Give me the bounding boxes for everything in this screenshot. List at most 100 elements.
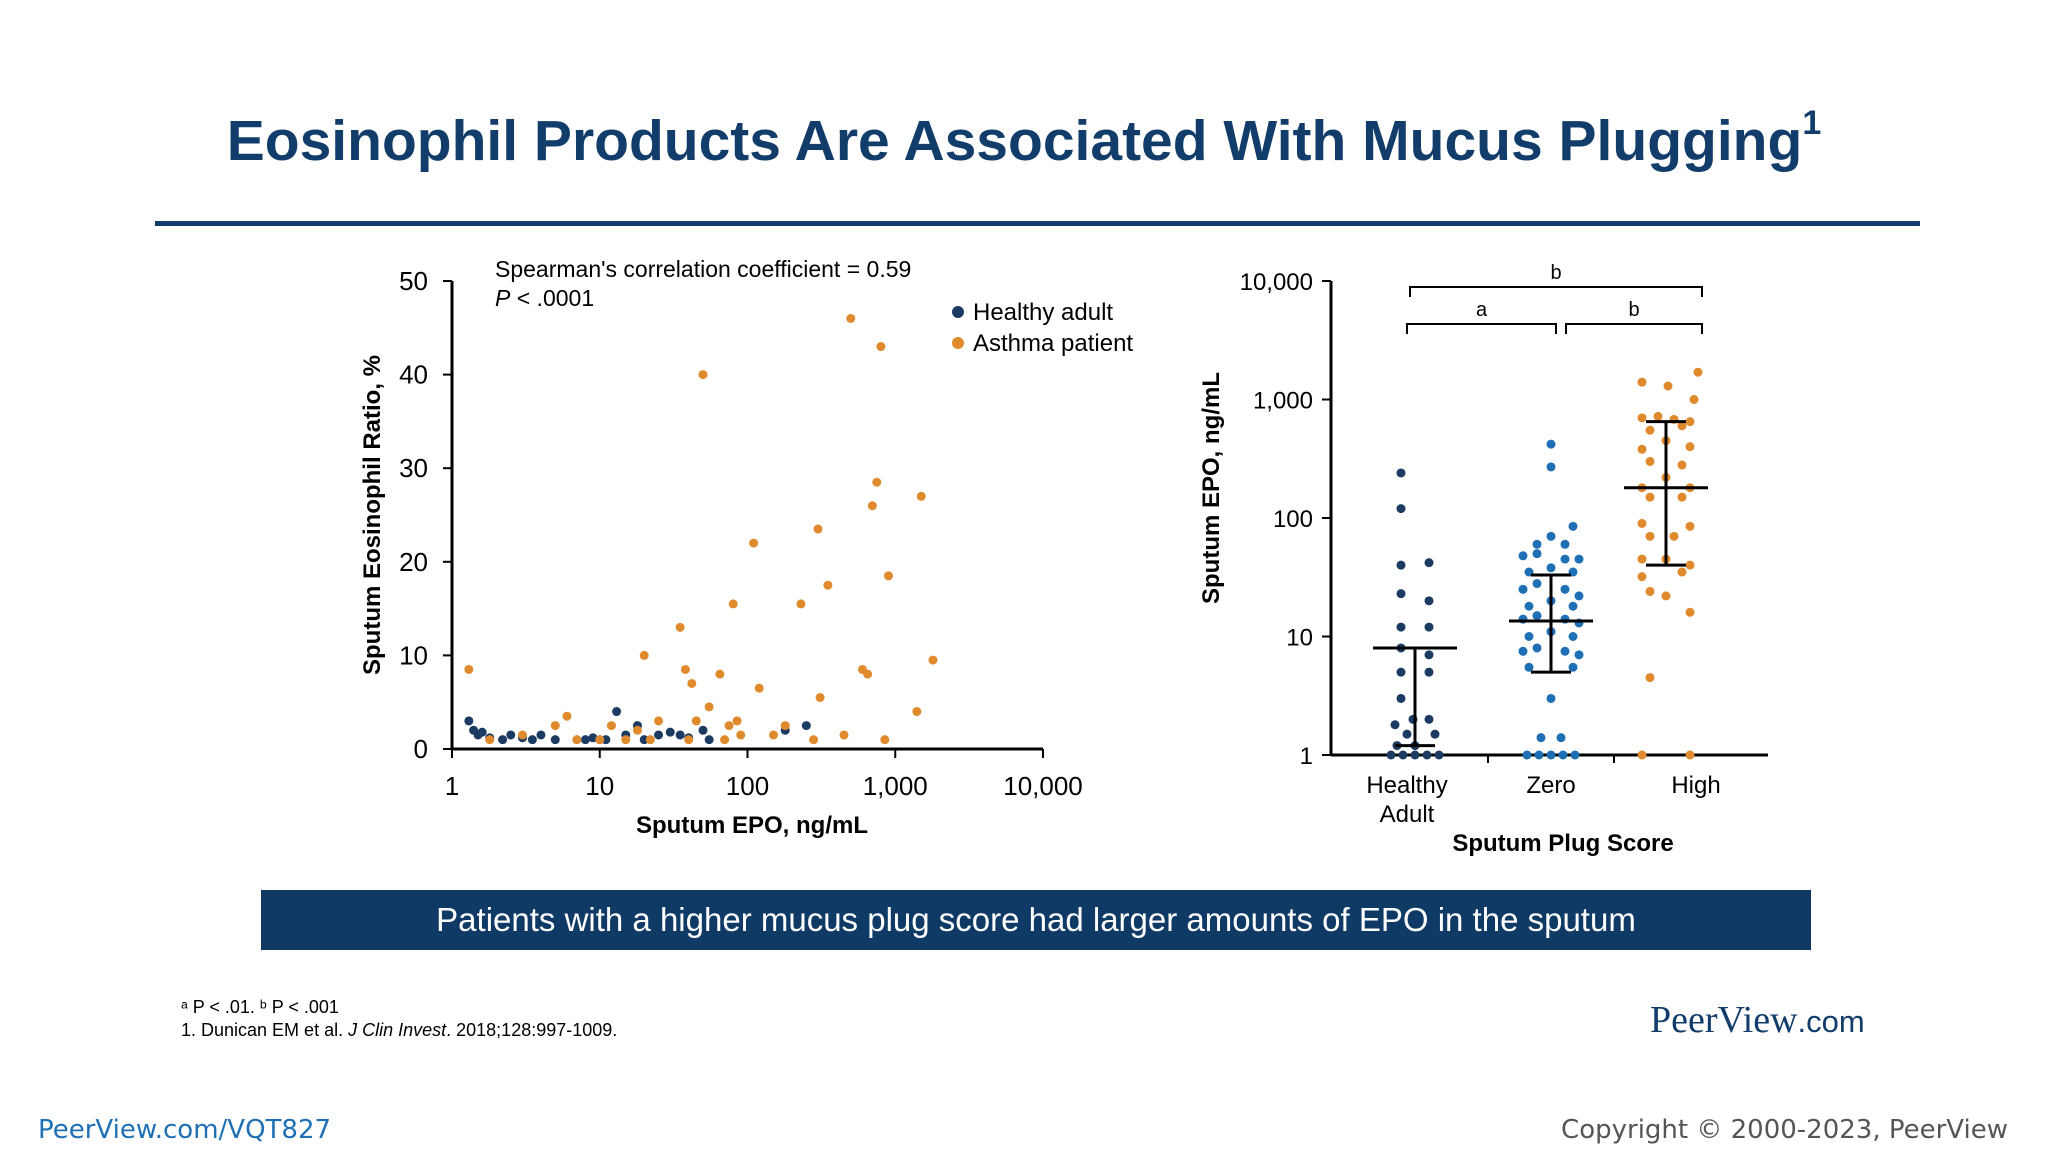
asthma-point bbox=[704, 702, 714, 712]
asthma-point bbox=[928, 655, 938, 665]
asthma-point bbox=[654, 716, 664, 726]
group-point-zero bbox=[1546, 750, 1556, 760]
category-label-line: Adult bbox=[1380, 801, 1435, 828]
reference-details: . 2018;128:997-1009. bbox=[446, 1020, 618, 1040]
group-point-healthy-adult bbox=[1396, 504, 1406, 514]
right-y-tick-label: 1 bbox=[1300, 743, 1313, 770]
group-point-zero bbox=[1532, 643, 1542, 653]
asthma-point bbox=[550, 721, 560, 731]
group-point-healthy-adult bbox=[1396, 667, 1406, 677]
right-y-axis-title: Sputum EPO, ng/mL bbox=[1198, 372, 1225, 604]
group-point-high bbox=[1637, 554, 1647, 564]
asthma-point bbox=[912, 707, 922, 717]
group-point-high bbox=[1685, 417, 1695, 427]
healthy-point bbox=[527, 735, 537, 745]
group-point-high bbox=[1645, 492, 1655, 502]
slide-title-text: Eosinophil Products Are Associated With … bbox=[226, 109, 1803, 173]
p-italic: P bbox=[495, 285, 511, 311]
group-point-zero bbox=[1560, 646, 1570, 656]
significance-bracket bbox=[1406, 323, 1557, 334]
group-point-high bbox=[1685, 442, 1695, 452]
right-y-tick-label: 10,000 bbox=[1240, 269, 1313, 296]
group-point-high bbox=[1637, 413, 1647, 423]
asthma-point bbox=[876, 342, 886, 352]
title-divider bbox=[155, 221, 1920, 226]
left-y-tick-label: 30 bbox=[399, 453, 428, 483]
program-url-link[interactable]: PeerView.com/VQT827 bbox=[38, 1115, 332, 1145]
group-point-zero bbox=[1546, 531, 1556, 541]
group-point-high bbox=[1637, 518, 1647, 528]
group-point-healthy-adult bbox=[1424, 714, 1434, 724]
title-reference-sup: 1 bbox=[1802, 104, 1822, 142]
asthma-point bbox=[724, 721, 734, 731]
asthma-point bbox=[883, 571, 893, 581]
group-point-high bbox=[1677, 421, 1687, 431]
healthy-point bbox=[654, 730, 664, 740]
group-point-zero bbox=[1558, 750, 1568, 760]
asthma-point bbox=[572, 735, 582, 745]
healthy-point bbox=[698, 725, 708, 735]
category-label-line: Healthy bbox=[1366, 772, 1447, 799]
left-x-tick-label: 10 bbox=[585, 771, 614, 801]
group-point-zero bbox=[1574, 650, 1584, 660]
group-point-high bbox=[1645, 425, 1655, 435]
group-point-zero bbox=[1560, 554, 1570, 564]
asthma-point bbox=[715, 669, 725, 679]
healthy-point bbox=[704, 735, 714, 745]
group-point-zero bbox=[1568, 662, 1578, 672]
group-point-healthy-adult bbox=[1424, 650, 1434, 660]
copyright-text: Copyright © 2000-2023, PeerView bbox=[1561, 1115, 2008, 1145]
significance-footnote: ᵃ P < .01. ᵇ P < .001 bbox=[181, 997, 339, 1017]
group-point-zero bbox=[1518, 646, 1528, 656]
group-point-zero bbox=[1532, 549, 1542, 559]
right-x-axis-title: Sputum Plug Score bbox=[1452, 830, 1673, 857]
group-point-high bbox=[1689, 395, 1699, 404]
group-point-healthy-adult bbox=[1424, 622, 1434, 632]
p-value-rest: < .0001 bbox=[510, 285, 594, 311]
group-point-zero bbox=[1532, 539, 1542, 549]
left-chart: 0 10 20 30 40 50 1 10 100 1,000 10,000 Spearman's … bbox=[359, 256, 1133, 839]
key-takeaway-banner: Patients with a higher mucus plug score … bbox=[261, 890, 1811, 950]
healthy-point bbox=[536, 730, 546, 740]
asthma-point bbox=[867, 501, 877, 511]
group-point-zero bbox=[1532, 611, 1542, 621]
asthma-point bbox=[749, 538, 759, 548]
asthma-point bbox=[846, 313, 856, 323]
group-point-zero bbox=[1522, 750, 1532, 760]
asthma-point bbox=[464, 664, 474, 674]
group-point-zero bbox=[1574, 591, 1584, 601]
left-x-tick-label: 1,000 bbox=[863, 771, 928, 801]
significance-bracket bbox=[1565, 323, 1703, 334]
category-label-high: High bbox=[1671, 772, 1720, 799]
p-value-annotation: P < .0001 bbox=[495, 285, 594, 311]
asthma-point bbox=[736, 730, 746, 740]
significance-label: a bbox=[1476, 299, 1488, 321]
asthma-point bbox=[880, 735, 890, 745]
asthma-point bbox=[872, 477, 882, 487]
asthma-point bbox=[645, 735, 655, 745]
right-y-tick-label: 100 bbox=[1273, 506, 1313, 533]
asthma-point bbox=[769, 730, 779, 740]
significance-bracket bbox=[1409, 286, 1703, 297]
reference-authors: 1. Dunican EM et al. bbox=[181, 1020, 349, 1040]
group-point-high bbox=[1677, 492, 1687, 502]
group-point-high bbox=[1645, 586, 1655, 596]
group-point-high bbox=[1645, 456, 1655, 466]
group-point-zero bbox=[1532, 579, 1542, 589]
group-point-healthy-adult bbox=[1402, 729, 1412, 739]
legend-marker-asthma bbox=[952, 337, 964, 349]
group-point-healthy-adult bbox=[1410, 750, 1420, 760]
peerview-logo: PeerView.com bbox=[1650, 998, 1865, 1042]
group-point-healthy-adult bbox=[1386, 750, 1396, 760]
healthy-point bbox=[588, 733, 598, 743]
group-point-zero bbox=[1518, 584, 1528, 594]
reference-footnote: 1. Dunican EM et al. J Clin Invest. 2018… bbox=[181, 1020, 617, 1041]
asthma-point bbox=[815, 693, 825, 703]
left-y-tick-label: 40 bbox=[399, 360, 428, 390]
healthy-point bbox=[477, 727, 487, 737]
significance-label: b bbox=[1628, 299, 1639, 321]
asthma-point bbox=[606, 721, 616, 731]
asthma-point bbox=[813, 524, 823, 534]
group-point-high bbox=[1645, 673, 1655, 683]
